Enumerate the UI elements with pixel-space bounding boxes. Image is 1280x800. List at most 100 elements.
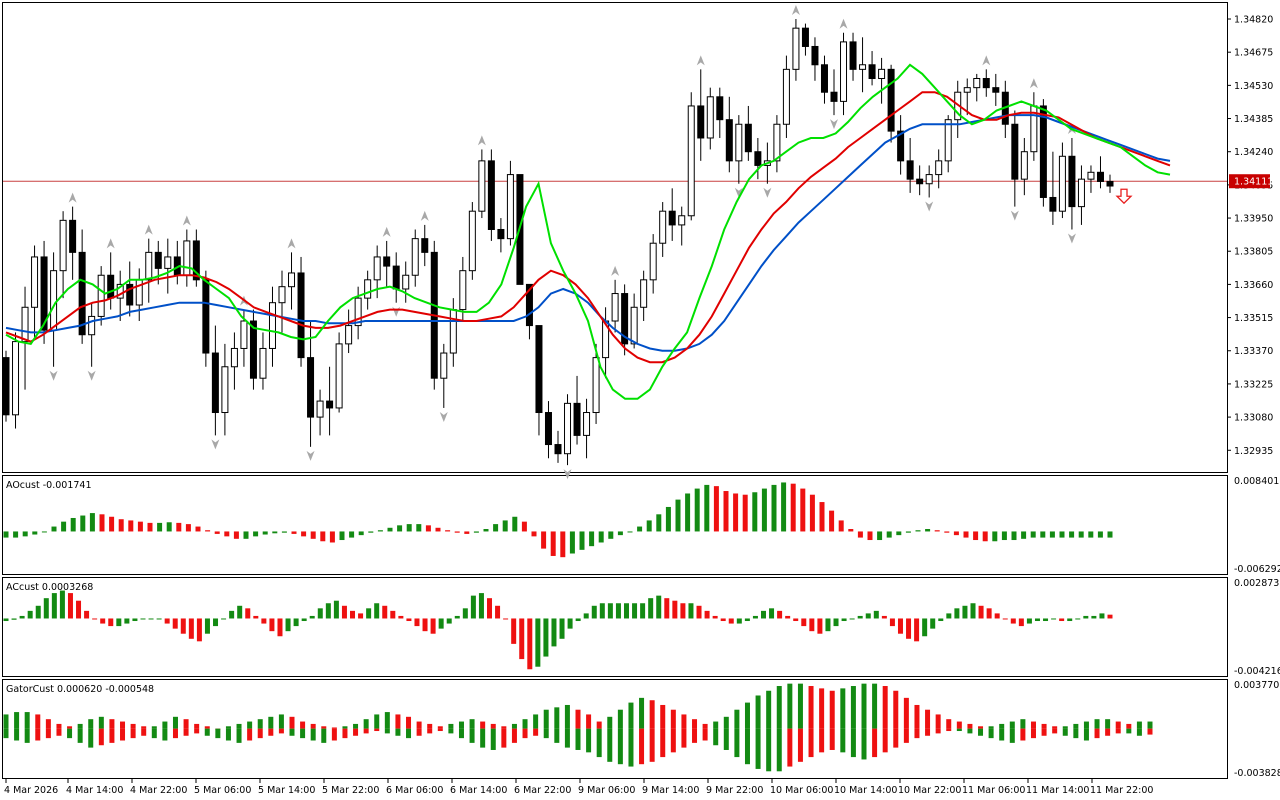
histogram-bar-up bbox=[992, 531, 998, 542]
histogram-bar-up bbox=[512, 516, 518, 532]
gator-upper-bar-up bbox=[225, 726, 231, 729]
gator-lower-bar-down bbox=[882, 728, 888, 753]
bull-candle bbox=[792, 27, 800, 70]
gator-lower-bar-down bbox=[829, 728, 835, 750]
bear-candle bbox=[297, 272, 305, 359]
gator-lower-bar-up bbox=[1083, 728, 1089, 741]
fractal-up-arrow bbox=[791, 5, 800, 16]
gator-upper-bar-down bbox=[681, 714, 687, 729]
histogram-bar-down bbox=[944, 531, 950, 533]
ma-blue-line bbox=[5, 114, 1171, 352]
histogram-bar-up bbox=[617, 531, 623, 536]
gator-upper-bar-down bbox=[130, 723, 136, 729]
histogram-bar-down bbox=[733, 493, 739, 532]
bull-candle bbox=[345, 325, 353, 345]
gator-upper-bar-up bbox=[840, 688, 846, 729]
histogram-bar-up bbox=[688, 603, 694, 619]
histogram-bar-up bbox=[397, 525, 403, 532]
bear-candle bbox=[868, 64, 876, 79]
gator-upper-bar-up bbox=[766, 690, 772, 729]
ac-tick-label-max: 0.0028739 bbox=[1234, 578, 1280, 589]
gator-upper-bar-down bbox=[702, 723, 708, 729]
gator-lower-bar-down bbox=[511, 728, 517, 743]
histogram-bar-down bbox=[118, 519, 124, 532]
bull-candle bbox=[973, 77, 981, 89]
gator-lower-bar-up bbox=[1073, 728, 1079, 739]
bear-candle bbox=[801, 27, 809, 47]
histogram-bar-down bbox=[454, 531, 460, 533]
histogram-bar-up bbox=[51, 526, 57, 532]
axes: 1.348201.346751.345301.343851.342401.340… bbox=[4, 15, 1280, 796]
gator-upper-bar-down bbox=[935, 714, 941, 729]
histogram-bar-down bbox=[1059, 618, 1065, 622]
x-tick-label: 4 Mar 2026 bbox=[4, 785, 58, 796]
main-panel-frame bbox=[2, 2, 1228, 473]
gator-lower-bar-down bbox=[670, 728, 676, 753]
bear-candle bbox=[1049, 196, 1057, 212]
histogram-bar-up bbox=[591, 605, 597, 619]
main-price-chart[interactable] bbox=[2, 5, 1227, 480]
gator-lower-bar-up bbox=[575, 728, 581, 750]
gator-lower-bar-down bbox=[1041, 728, 1047, 736]
histogram-bar-down bbox=[390, 610, 396, 619]
ac-histogram bbox=[3, 590, 1113, 670]
histogram-bar-down bbox=[128, 520, 134, 532]
gator-lower-bar-up bbox=[978, 728, 984, 736]
ac-tick-label-min: -0.0042165 bbox=[1234, 666, 1280, 677]
histogram-bar-down bbox=[291, 531, 297, 534]
bull-candle bbox=[735, 123, 743, 162]
histogram-bar-up bbox=[1083, 615, 1089, 619]
gator-upper-bar-down bbox=[946, 719, 952, 729]
histogram-bar-down bbox=[809, 494, 815, 532]
gator-lower-bar-down bbox=[120, 728, 126, 741]
gator-lower-bar-down bbox=[437, 728, 443, 732]
gator-lower-bar-up bbox=[543, 728, 549, 739]
histogram-bar-up bbox=[675, 499, 681, 532]
gator-lower-bar-down bbox=[692, 728, 698, 743]
histogram-bar-up bbox=[752, 615, 758, 619]
bull-candle bbox=[59, 219, 67, 272]
ao-panel-frame bbox=[2, 475, 1228, 575]
histogram-bar-up bbox=[685, 493, 691, 532]
histogram-bar-up bbox=[1099, 613, 1105, 619]
gator-upper-bar-down bbox=[956, 721, 962, 729]
current-price-label-bg bbox=[1229, 174, 1270, 189]
histogram-bar-up bbox=[607, 603, 613, 619]
bear-candle bbox=[249, 320, 257, 379]
gator-upper-bar-up bbox=[151, 726, 157, 729]
gator-upper-bar-up bbox=[1083, 721, 1089, 729]
fractal-down-arrow bbox=[1067, 233, 1076, 244]
fractal-down-arrow bbox=[211, 439, 220, 450]
histogram-bar-up bbox=[406, 524, 412, 532]
histogram-bar-up bbox=[1021, 531, 1027, 539]
gator-upper-bar-up bbox=[639, 697, 645, 729]
gator-lower-bar-down bbox=[130, 728, 136, 739]
gator-lower-bar-up bbox=[607, 728, 613, 762]
gator-tick-label-max: 0.003770 bbox=[1234, 680, 1279, 691]
gator-upper-bar-up bbox=[278, 714, 284, 729]
gator-upper-bar-up bbox=[607, 716, 613, 729]
histogram-bar-down bbox=[801, 618, 807, 627]
bear-candle bbox=[897, 130, 905, 162]
x-tick-label: 11 Mar 22:00 bbox=[1090, 785, 1153, 796]
bull-candle bbox=[278, 286, 286, 304]
histogram-bar-down bbox=[1010, 618, 1016, 624]
gator-lower-bar-down bbox=[1105, 728, 1111, 736]
histogram-bar-down bbox=[185, 524, 191, 532]
x-tick-label: 10 Mar 22:00 bbox=[898, 785, 961, 796]
histogram-bar-up bbox=[535, 618, 541, 667]
histogram-bar-up bbox=[462, 608, 468, 619]
bull-candle bbox=[506, 174, 514, 240]
gator-lower-bar-up bbox=[14, 728, 20, 741]
histogram-bar-down bbox=[137, 521, 143, 532]
gator-upper-bar-up bbox=[522, 719, 528, 729]
gator-lower-bar-down bbox=[872, 728, 878, 758]
histogram-bar-up bbox=[769, 608, 775, 619]
histogram-bar-up bbox=[229, 610, 235, 619]
histogram-bar-down bbox=[978, 605, 984, 619]
histogram-bar-up bbox=[349, 531, 355, 538]
histogram-bar-up bbox=[3, 618, 9, 622]
fractal-down-arrow bbox=[563, 469, 572, 480]
x-tick-label: 6 Mar 06:00 bbox=[386, 785, 443, 796]
